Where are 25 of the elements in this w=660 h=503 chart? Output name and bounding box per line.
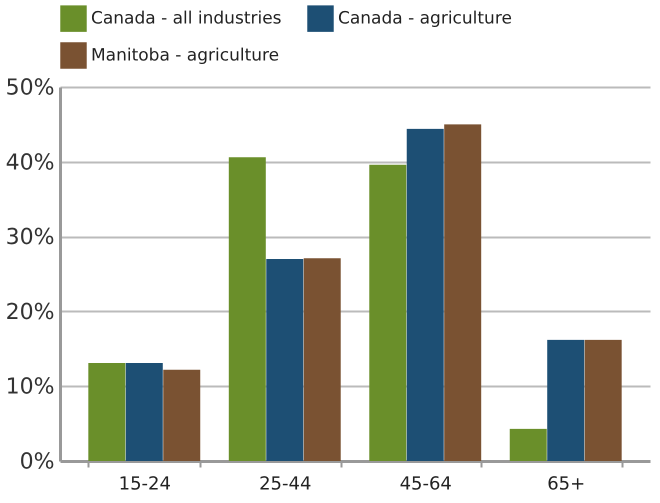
bar xyxy=(369,164,406,461)
bar xyxy=(584,340,622,461)
x-tick-label: 15-24 xyxy=(118,474,171,494)
bar xyxy=(304,258,341,461)
bar xyxy=(266,259,304,461)
y-tick-label: 50% xyxy=(6,76,54,100)
bar xyxy=(547,340,584,461)
x-tick-label: 45-64 xyxy=(400,474,452,494)
y-tick-label: 0% xyxy=(20,450,54,474)
x-tick-label: 65+ xyxy=(547,474,586,494)
y-tick-label: 30% xyxy=(6,225,54,250)
legend-label: Canada - agriculture xyxy=(338,8,512,29)
bar xyxy=(228,157,266,461)
y-tick-label: 40% xyxy=(6,150,54,176)
legend-label: Manitoba - agriculture xyxy=(91,46,280,66)
bar xyxy=(444,124,482,461)
x-tick-label: 25-44 xyxy=(259,474,312,494)
bar xyxy=(510,428,547,461)
bar xyxy=(163,370,200,461)
bar xyxy=(126,363,163,461)
legend-label: Canada - all industries xyxy=(91,8,282,29)
bar xyxy=(88,363,126,461)
bar xyxy=(406,128,444,461)
y-tick-label: 20% xyxy=(6,300,54,325)
y-tick-label: 10% xyxy=(6,374,54,400)
